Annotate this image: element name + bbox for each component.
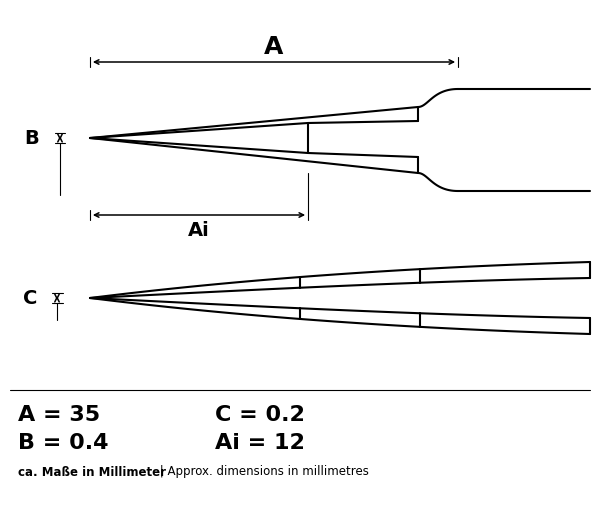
Text: ca. Maße in Millimeter: ca. Maße in Millimeter [18, 466, 166, 478]
Text: Ai = 12: Ai = 12 [215, 433, 305, 453]
Text: B: B [25, 129, 40, 147]
Text: | Approx. dimensions in millimetres: | Approx. dimensions in millimetres [156, 466, 369, 478]
Text: A: A [265, 35, 284, 59]
Text: Ai: Ai [188, 221, 210, 241]
Text: B = 0.4: B = 0.4 [18, 433, 109, 453]
Text: C: C [23, 288, 37, 307]
Text: C = 0.2: C = 0.2 [215, 405, 305, 425]
Text: A = 35: A = 35 [18, 405, 100, 425]
